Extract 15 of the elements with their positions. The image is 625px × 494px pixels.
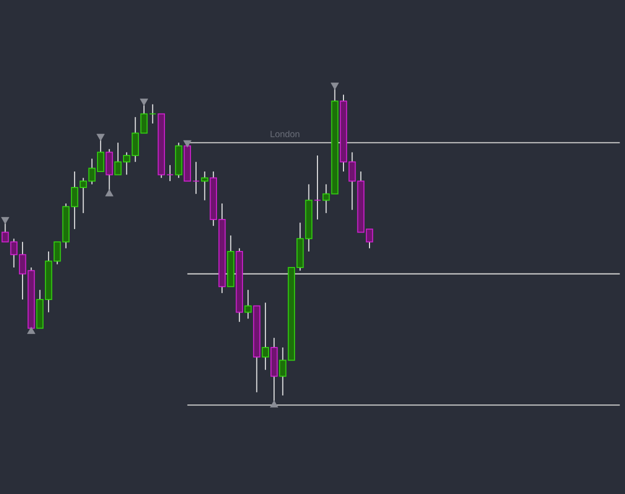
point — [27, 326, 36, 334]
point — [270, 400, 278, 408]
point — [183, 140, 192, 148]
point — [96, 134, 105, 141]
point — [140, 98, 148, 106]
candlestick — [244, 289, 252, 320]
candlestick — [166, 164, 174, 182]
candlestick — [314, 154, 322, 220]
candlestick — [149, 104, 156, 124]
point — [330, 82, 339, 90]
candlestick — [262, 302, 270, 370]
point — [1, 217, 10, 224]
annotation: London — [270, 130, 300, 138]
candlestick — [201, 170, 208, 201]
candlestick — [192, 161, 200, 194]
